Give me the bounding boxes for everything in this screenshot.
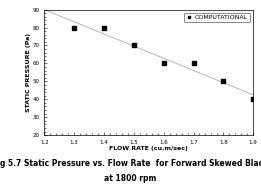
COMPUTATIONAL	[102, 26, 106, 29]
X-axis label: FLOW RATE (cu.m/sec): FLOW RATE (cu.m/sec)	[109, 146, 188, 151]
COMPUTATIONAL	[72, 26, 76, 29]
COMPUTATIONAL	[191, 62, 195, 65]
Text: Fig 5.7 Static Pressure vs. Flow Rate  for Forward Skewed Blade: Fig 5.7 Static Pressure vs. Flow Rate fo…	[0, 159, 261, 168]
COMPUTATIONAL	[251, 98, 255, 101]
COMPUTATIONAL	[132, 44, 136, 47]
Y-axis label: STATIC PRESSURE (Pa): STATIC PRESSURE (Pa)	[26, 33, 31, 112]
Legend: COMPUTATIONAL: COMPUTATIONAL	[184, 13, 250, 22]
COMPUTATIONAL	[221, 80, 226, 83]
COMPUTATIONAL	[162, 62, 166, 65]
Text: at 1800 rpm: at 1800 rpm	[104, 174, 157, 183]
